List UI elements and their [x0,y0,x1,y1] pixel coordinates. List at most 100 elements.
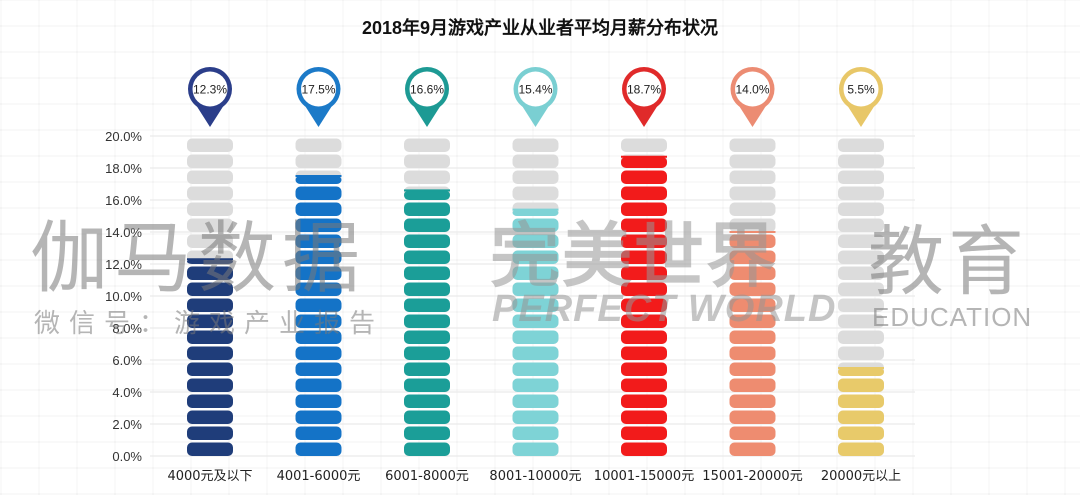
bar-background-segment [512,170,559,184]
bar-segment [187,330,233,344]
bar-background-segment [187,218,233,232]
bar-segment [295,202,342,216]
y-tick-label: 2.0% [112,417,142,432]
y-tick-label: 16.0% [105,193,142,208]
bar-segment [295,362,342,376]
value-marker-pin [630,105,658,127]
bar-segment [295,410,342,424]
bar-segment [187,362,233,376]
bar-segment [838,426,884,440]
value-label: 15.4% [518,83,552,97]
bar-background-segment [838,170,884,184]
bar-background-segment [838,234,884,248]
bar-background-segment [295,138,342,152]
bar-segment [404,190,450,200]
bar-segment [187,259,233,264]
bar-segment [404,250,450,264]
bar-segment [512,362,559,376]
value-marker-face [735,71,770,107]
bar-segment [404,378,450,392]
y-tick-label: 8.0% [112,321,142,336]
bar-segment [621,330,667,344]
bar-segment [187,314,233,328]
bar-segment [187,378,233,392]
bar-segment [404,282,450,296]
bar-segment [621,426,667,440]
value-label: 5.5% [847,83,875,97]
category-label: 4000元及以下 [167,469,252,484]
bar-segment [621,266,667,280]
bar-segment [404,426,450,440]
bar-background-segment [512,154,559,168]
bar-background-segment [187,186,233,200]
bar-background-segment [838,202,884,216]
bar-background-segment [729,202,776,216]
bar-segment [729,346,776,360]
y-tick-label: 6.0% [112,353,142,368]
value-marker-pin [521,105,550,127]
bar-background-segment [512,138,559,152]
bar-segment [295,442,342,456]
value-marker-pin [413,105,441,127]
value-marker-face [843,71,879,107]
value-label: 18.7% [627,83,661,97]
bar-background-segment [621,138,667,152]
bar-segment [295,218,342,232]
bar-segment [621,202,667,216]
bar-background-segment [838,138,884,152]
bar-segment [621,442,667,456]
bar-segment [295,394,342,408]
bar-segment [838,410,884,424]
bar-segment [187,346,233,360]
value-marker-pin [304,105,333,127]
bar-segment [404,362,450,376]
value-marker-pin [196,105,224,127]
bar-background-segment [404,154,450,168]
bar-segment [187,266,233,280]
bar-segment [729,234,776,248]
bar-segment [838,378,884,392]
bar-background-segment [729,186,776,200]
bar-segment [404,346,450,360]
bar-segment [621,314,667,328]
bar-segment [621,394,667,408]
bar-segment [404,442,450,456]
bar-segment [729,330,776,344]
bar-segment [512,209,559,216]
bar-segment [621,362,667,376]
bar-segment [295,282,342,296]
category-label: 8001-10000元 [489,469,581,484]
bar-segment [621,156,667,168]
bar-segment [295,266,342,280]
y-tick-label: 18.0% [105,161,142,176]
bar-segment [512,346,559,360]
bar-segment [621,234,667,248]
category-label: 4001-6000元 [277,469,361,484]
bar-segment [512,442,559,456]
value-marker-pin [738,105,767,127]
value-marker-face [626,71,662,107]
bar-segment [729,426,776,440]
bar-segment [621,378,667,392]
bar-segment [729,394,776,408]
bar-segment [621,346,667,360]
bar-segment [729,298,776,312]
bar-background-segment [295,154,342,168]
bar-segment [404,218,450,232]
bar-segment [187,282,233,296]
bar-segment [729,250,776,264]
bar-segment [187,442,233,456]
bar-background-segment [838,298,884,312]
y-tick-label: 4.0% [112,385,142,400]
category-label: 6001-8000元 [385,469,469,484]
category-label: 10001-15000元 [594,469,694,484]
bar-background-segment [404,170,450,184]
bar-segment [512,394,559,408]
bar-segment [729,378,776,392]
bar-segment [621,250,667,264]
bar-segment [187,394,233,408]
bar-segment [404,298,450,312]
category-label: 15001-20000元 [702,469,802,484]
bar-segment [295,234,342,248]
